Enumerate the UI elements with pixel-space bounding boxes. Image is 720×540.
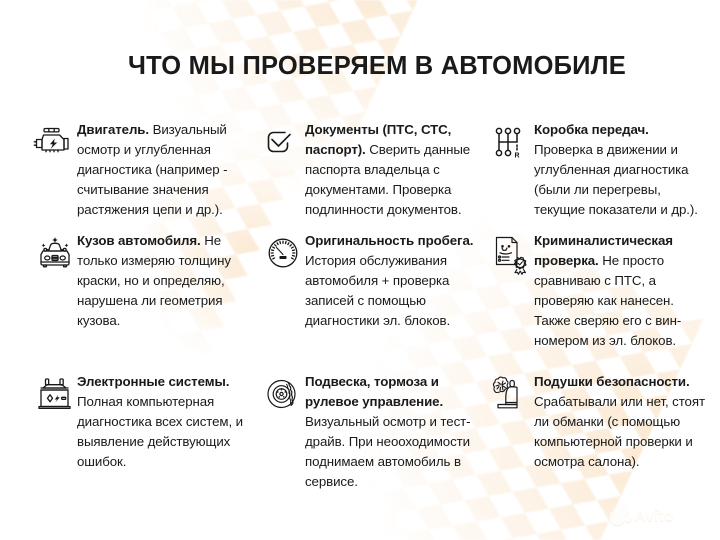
- svg-text:Avito: Avito: [634, 507, 674, 525]
- svg-text:R: R: [514, 153, 519, 160]
